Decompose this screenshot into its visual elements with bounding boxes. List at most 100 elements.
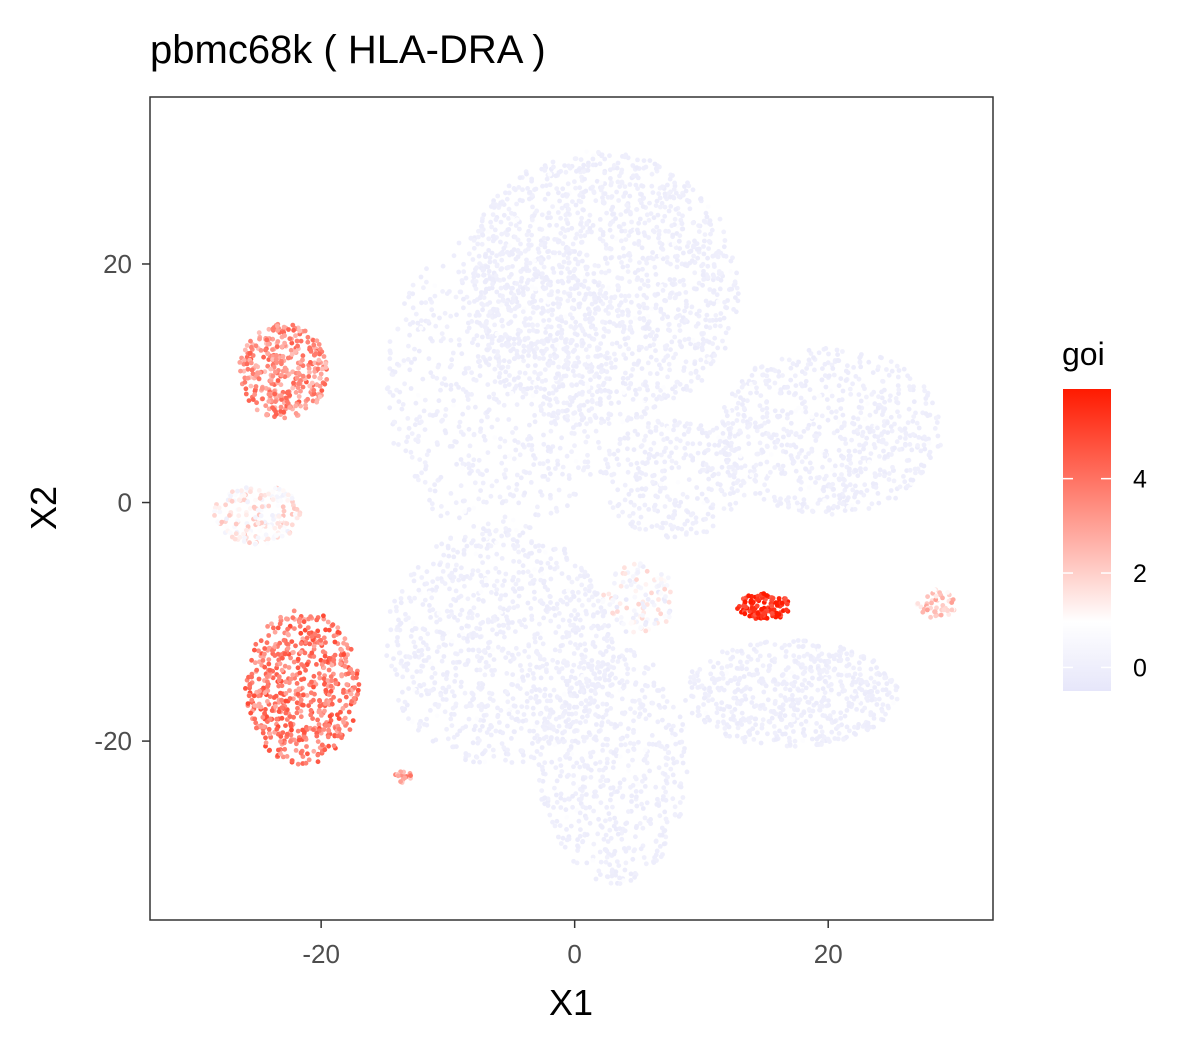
data-point <box>601 836 607 842</box>
data-point <box>643 334 649 340</box>
data-point <box>626 768 631 773</box>
data-point <box>656 702 662 708</box>
data-point <box>861 446 866 452</box>
data-point <box>434 544 439 549</box>
data-point <box>676 465 682 470</box>
data-point <box>565 660 570 666</box>
data-point <box>632 774 638 780</box>
data-point <box>780 373 785 378</box>
data-point <box>803 378 809 384</box>
data-point <box>546 317 552 323</box>
data-point <box>706 486 712 492</box>
data-point <box>623 298 628 303</box>
data-point <box>511 558 516 564</box>
data-point <box>660 520 666 526</box>
data-point <box>641 409 647 415</box>
data-point <box>550 390 556 396</box>
data-point <box>894 399 899 405</box>
data-point <box>888 424 894 430</box>
data-point <box>587 291 593 296</box>
data-point <box>528 606 534 611</box>
data-point <box>580 225 586 231</box>
data-point <box>620 375 626 381</box>
data-point <box>466 251 472 257</box>
data-point <box>574 343 580 348</box>
data-point <box>544 669 549 675</box>
data-point <box>432 671 438 676</box>
data-point <box>867 429 873 435</box>
data-point <box>740 478 746 484</box>
data-point <box>650 662 656 668</box>
data-point <box>507 453 512 459</box>
data-point <box>542 386 547 392</box>
data-point <box>856 660 862 666</box>
data-point <box>816 350 822 356</box>
data-point <box>635 275 641 281</box>
data-point <box>416 587 422 593</box>
data-point <box>538 752 544 757</box>
data-point <box>484 499 489 505</box>
data-point <box>509 652 515 658</box>
data-point <box>591 794 597 799</box>
data-point <box>436 702 442 708</box>
data-point <box>830 366 836 371</box>
data-point <box>765 419 771 424</box>
data-point <box>422 479 428 485</box>
data-point <box>699 331 705 336</box>
data-point <box>450 350 456 356</box>
data-point <box>485 409 490 415</box>
data-point <box>567 293 573 299</box>
data-point <box>591 190 597 196</box>
data-point <box>705 433 710 439</box>
data-point <box>454 744 459 749</box>
data-point <box>504 689 510 695</box>
data-point <box>694 485 700 490</box>
data-point <box>465 391 471 397</box>
data-point <box>884 681 890 687</box>
data-point <box>826 405 831 411</box>
data-point <box>470 257 476 262</box>
data-point <box>935 444 941 449</box>
data-point <box>733 463 738 468</box>
data-point <box>495 417 500 423</box>
data-point <box>800 501 806 507</box>
data-point <box>583 698 589 703</box>
data-point <box>826 698 831 703</box>
data-point <box>759 364 764 370</box>
data-point <box>530 741 535 746</box>
data-point <box>837 493 842 498</box>
data-point <box>620 245 626 251</box>
data-point <box>451 596 456 602</box>
data-point <box>831 493 837 498</box>
data-point <box>655 796 660 802</box>
data-point <box>530 578 536 584</box>
data-point <box>394 639 400 644</box>
data-point <box>554 601 560 607</box>
data-point <box>626 293 632 299</box>
data-point <box>772 408 778 414</box>
data-point <box>545 236 550 242</box>
data-point <box>530 671 536 676</box>
data-point <box>548 698 553 704</box>
data-point <box>611 451 617 457</box>
data-point <box>517 197 523 203</box>
data-point <box>712 442 718 448</box>
data-point <box>637 711 643 717</box>
data-point <box>646 507 652 512</box>
data-point <box>786 357 792 363</box>
data-point <box>476 647 481 653</box>
data-point <box>890 464 895 470</box>
data-point <box>707 685 712 691</box>
data-point <box>720 421 726 426</box>
data-point <box>409 360 414 365</box>
data-point <box>482 324 488 330</box>
data-point <box>679 220 685 226</box>
data-point <box>432 283 438 289</box>
data-point <box>570 315 575 321</box>
data-point <box>637 526 642 532</box>
data-point <box>667 454 672 459</box>
data-point <box>441 654 447 659</box>
data-point <box>822 476 827 482</box>
data-point <box>860 433 865 439</box>
